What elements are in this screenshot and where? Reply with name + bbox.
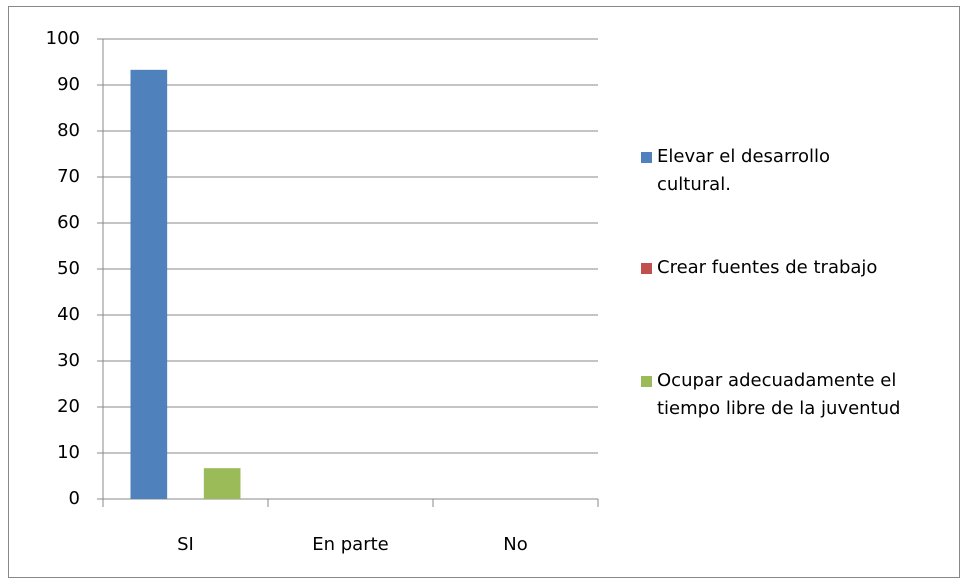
y-tick-label: 30 — [57, 350, 80, 371]
legend-item: Ocupar adecuadamente el tiempo libre de … — [641, 367, 941, 423]
y-tick-label: 20 — [57, 396, 80, 417]
y-tick-label: 70 — [57, 166, 80, 187]
legend-label: Ocupar adecuadamente el tiempo libre de … — [657, 370, 901, 419]
legend-item: Crear fuentes de trabajo — [641, 254, 941, 282]
legend-item: Elevar el desarrollo cultural. — [641, 143, 941, 199]
y-tick-label: 0 — [69, 488, 80, 509]
y-tick-label: 10 — [57, 442, 80, 463]
legend-swatch — [641, 263, 652, 274]
legend-swatch — [641, 152, 652, 163]
y-tick-label: 60 — [57, 212, 80, 233]
y-tick-label: 100 — [46, 28, 80, 49]
x-tick-label: SI — [177, 534, 194, 555]
legend-swatch — [641, 376, 652, 387]
x-tick-label: No — [503, 534, 527, 555]
legend-label: Elevar el desarrollo cultural. — [657, 146, 831, 195]
y-tick-label: 80 — [57, 120, 80, 141]
x-tick-label: En parte — [312, 534, 389, 555]
bar — [130, 69, 168, 499]
y-tick-label: 90 — [57, 74, 80, 95]
chart-border — [8, 6, 960, 578]
y-tick-label: 50 — [57, 258, 80, 279]
legend-label: Crear fuentes de trabajo — [657, 257, 878, 278]
bar — [203, 468, 241, 499]
y-tick-label: 40 — [57, 304, 80, 325]
